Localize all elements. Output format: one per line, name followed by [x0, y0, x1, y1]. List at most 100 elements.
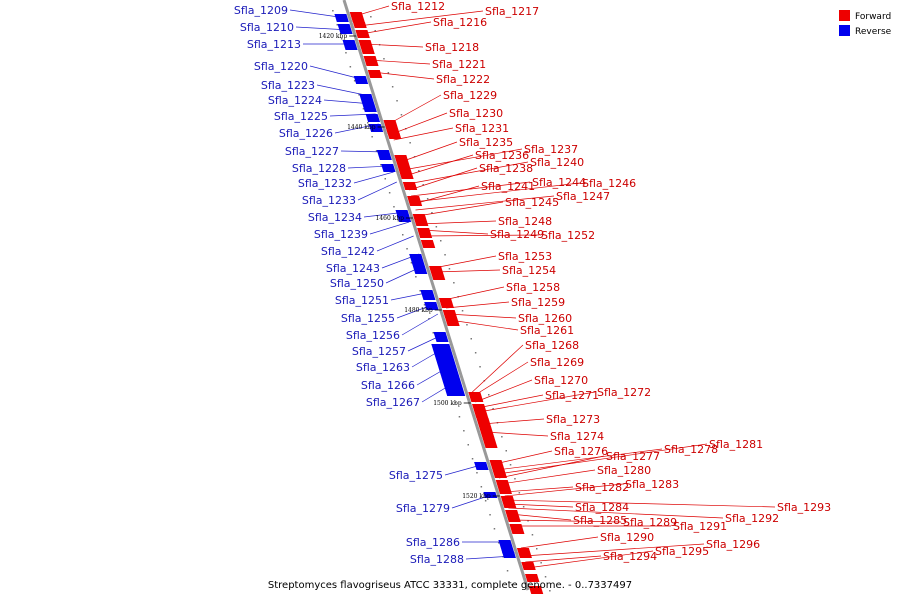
reverse-gene-label[interactable]: Sfla_1234: [308, 211, 362, 224]
forward-gene-block[interactable]: [367, 70, 383, 78]
forward-gene-block[interactable]: [445, 318, 460, 326]
reverse-gene-block[interactable]: [431, 344, 466, 396]
forward-gene-block[interactable]: [521, 562, 536, 570]
reverse-gene-block[interactable]: [420, 290, 436, 300]
forward-gene-label[interactable]: Sfla_1280: [597, 464, 651, 477]
reverse-gene-label[interactable]: Sfla_1228: [292, 162, 346, 175]
reverse-gene-label[interactable]: Sfla_1239: [314, 228, 368, 241]
forward-gene-label[interactable]: Sfla_1296: [706, 538, 760, 551]
reverse-gene-label[interactable]: Sfla_1279: [396, 502, 450, 515]
forward-gene-label[interactable]: Sfla_1236: [475, 149, 529, 162]
reverse-gene-block[interactable]: [502, 552, 516, 558]
forward-gene-label[interactable]: Sfla_1285: [573, 514, 627, 527]
forward-gene-label[interactable]: Sfla_1278: [664, 443, 718, 456]
forward-gene-label[interactable]: Sfla_1273: [546, 413, 600, 426]
forward-gene-label[interactable]: Sfla_1235: [459, 136, 513, 149]
reverse-gene-block[interactable]: [395, 210, 412, 222]
forward-gene-label[interactable]: Sfla_1268: [525, 339, 579, 352]
forward-gene-label[interactable]: Sfla_1282: [575, 481, 629, 494]
forward-gene-label[interactable]: Sfla_1231: [455, 122, 509, 135]
forward-gene-block[interactable]: [505, 510, 521, 522]
forward-gene-block[interactable]: [387, 133, 402, 139]
reverse-gene-block[interactable]: [342, 40, 358, 50]
forward-gene-label[interactable]: Sfla_1253: [498, 250, 552, 263]
reverse-gene-block[interactable]: [424, 302, 439, 310]
reverse-gene-label[interactable]: Sfla_1250: [330, 277, 384, 290]
forward-gene-label[interactable]: Sfla_1261: [520, 324, 574, 337]
reverse-gene-label[interactable]: Sfla_1255: [341, 312, 395, 325]
forward-gene-block[interactable]: [407, 196, 423, 206]
reverse-gene-label[interactable]: Sfla_1210: [240, 21, 294, 34]
forward-gene-label[interactable]: Sfla_1238: [479, 162, 533, 175]
reverse-gene-block[interactable]: [368, 124, 384, 132]
reverse-gene-block[interactable]: [433, 332, 449, 342]
reverse-gene-block[interactable]: [498, 540, 515, 554]
forward-gene-label[interactable]: Sfla_1212: [391, 0, 445, 13]
forward-gene-label[interactable]: Sfla_1272: [597, 386, 651, 399]
reverse-gene-label[interactable]: Sfla_1251: [335, 294, 389, 307]
forward-gene-block[interactable]: [402, 182, 418, 190]
reverse-gene-label[interactable]: Sfla_1227: [285, 145, 339, 158]
forward-gene-label[interactable]: Sfla_1294: [603, 550, 657, 563]
forward-gene-label[interactable]: Sfla_1218: [425, 41, 479, 54]
forward-gene-label[interactable]: Sfla_1248: [498, 215, 552, 228]
forward-gene-label[interactable]: Sfla_1270: [534, 374, 588, 387]
forward-gene-label[interactable]: Sfla_1222: [436, 73, 490, 86]
reverse-gene-label[interactable]: Sfla_1209: [234, 4, 288, 17]
reverse-gene-label[interactable]: Sfla_1242: [321, 245, 375, 258]
forward-gene-block[interactable]: [394, 155, 414, 179]
forward-gene-block[interactable]: [516, 548, 532, 558]
reverse-gene-block[interactable]: [334, 14, 349, 22]
reverse-gene-label[interactable]: Sfla_1233: [302, 194, 356, 207]
forward-gene-block[interactable]: [363, 56, 379, 66]
forward-gene-label[interactable]: Sfla_1254: [502, 264, 556, 277]
forward-gene-label[interactable]: Sfla_1260: [518, 312, 572, 325]
forward-gene-label[interactable]: Sfla_1291: [673, 520, 727, 533]
forward-gene-block[interactable]: [412, 214, 429, 226]
forward-gene-block[interactable]: [429, 266, 446, 280]
forward-gene-block[interactable]: [489, 460, 508, 478]
forward-gene-label[interactable]: Sfla_1283: [625, 478, 679, 491]
forward-gene-label[interactable]: Sfla_1271: [545, 389, 599, 402]
forward-gene-label[interactable]: Sfla_1281: [709, 438, 763, 451]
forward-gene-block[interactable]: [509, 524, 525, 534]
reverse-gene-label[interactable]: Sfla_1266: [361, 379, 415, 392]
forward-gene-block[interactable]: [352, 22, 367, 28]
forward-gene-block[interactable]: [349, 12, 365, 22]
forward-gene-label[interactable]: Sfla_1241: [481, 180, 535, 193]
forward-gene-label[interactable]: Sfla_1247: [556, 190, 610, 203]
forward-gene-label[interactable]: Sfla_1284: [575, 501, 629, 514]
reverse-gene-block[interactable]: [376, 150, 392, 160]
reverse-gene-label[interactable]: Sfla_1257: [352, 345, 406, 358]
reverse-gene-block[interactable]: [337, 24, 353, 34]
reverse-gene-label[interactable]: Sfla_1286: [406, 536, 460, 549]
reverse-gene-label[interactable]: Sfla_1220: [254, 60, 308, 73]
forward-gene-label[interactable]: Sfla_1240: [530, 156, 584, 169]
forward-gene-label[interactable]: Sfla_1217: [485, 5, 539, 18]
forward-gene-block[interactable]: [355, 30, 370, 38]
forward-gene-label[interactable]: Sfla_1221: [432, 58, 486, 71]
reverse-gene-block[interactable]: [362, 104, 377, 112]
forward-gene-block[interactable]: [442, 310, 458, 318]
reverse-gene-label[interactable]: Sfla_1225: [274, 110, 328, 123]
reverse-gene-block[interactable]: [359, 94, 375, 104]
forward-gene-label[interactable]: Sfla_1237: [524, 143, 578, 156]
forward-gene-block[interactable]: [420, 240, 436, 248]
forward-gene-label[interactable]: Sfla_1293: [777, 501, 831, 514]
reverse-gene-block[interactable]: [353, 76, 369, 84]
forward-gene-label[interactable]: Sfla_1269: [530, 356, 584, 369]
forward-gene-block[interactable]: [500, 496, 517, 508]
forward-gene-label[interactable]: Sfla_1276: [554, 445, 608, 458]
reverse-gene-block[interactable]: [483, 492, 498, 498]
reverse-gene-label[interactable]: Sfla_1267: [366, 396, 420, 409]
reverse-gene-block[interactable]: [474, 462, 489, 470]
reverse-gene-label[interactable]: Sfla_1226: [279, 127, 333, 140]
forward-gene-block[interactable]: [358, 40, 375, 54]
reverse-gene-label[interactable]: Sfla_1243: [326, 262, 380, 275]
reverse-gene-label[interactable]: Sfla_1256: [346, 329, 400, 342]
reverse-gene-label[interactable]: Sfla_1223: [261, 79, 315, 92]
forward-gene-block[interactable]: [468, 392, 484, 402]
forward-gene-label[interactable]: Sfla_1244: [532, 176, 586, 189]
forward-gene-label[interactable]: Sfla_1216: [433, 16, 487, 29]
forward-gene-label[interactable]: Sfla_1290: [600, 531, 654, 544]
